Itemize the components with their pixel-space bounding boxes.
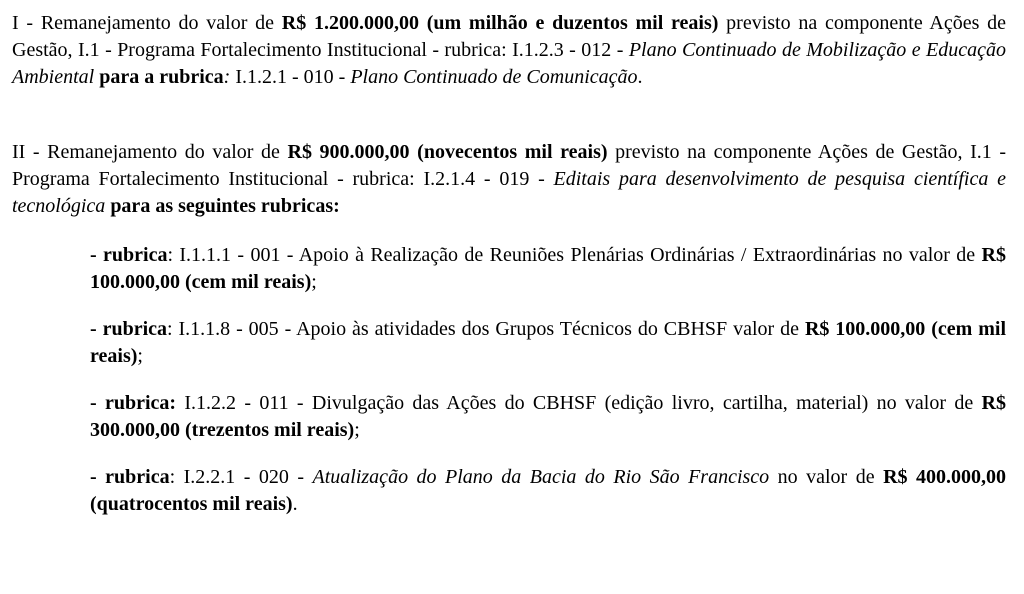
label: rubrica xyxy=(103,244,167,266)
text: : I.1.1.8 - 005 - Apoio às atividades do… xyxy=(167,318,805,340)
text: : I.2.2.1 - 020 - xyxy=(170,466,313,488)
rubrica-item-2: - rubrica: I.1.1.8 - 005 - Apoio às ativ… xyxy=(90,316,1006,370)
label: rubrica: xyxy=(105,392,176,414)
italic-text: Plano Continuado de Comunicação xyxy=(350,66,637,88)
text: . xyxy=(293,493,298,515)
dash: - xyxy=(90,392,105,414)
bold-text: para a rubrica xyxy=(99,66,223,88)
italic-text: : xyxy=(224,66,236,88)
rubrica-item-4: - rubrica: I.2.2.1 - 020 - Atualização d… xyxy=(90,464,1006,518)
label: rubrica xyxy=(105,466,169,488)
amount: R$ 1.200.000,00 (um milhão e duzentos mi… xyxy=(282,12,719,34)
dash: - xyxy=(90,318,103,340)
rubrica-item-3: - rubrica: I.1.2.2 - 011 - Divulgação da… xyxy=(90,390,1006,444)
text: ; xyxy=(311,271,317,293)
bold-text: para as seguintes rubricas: xyxy=(110,195,339,217)
text: no valor de xyxy=(769,466,883,488)
dash: - xyxy=(90,244,103,266)
text: I.1.2.2 - 011 - Divulgação das Ações do … xyxy=(176,392,981,414)
text: . xyxy=(638,66,643,88)
rubrica-list: - rubrica: I.1.1.1 - 001 - Apoio à Reali… xyxy=(12,242,1006,518)
text: ; xyxy=(354,419,360,441)
spacer xyxy=(12,113,1006,139)
amount: R$ 900.000,00 (novecentos mil reais) xyxy=(288,141,608,163)
rubrica-item-1: - rubrica: I.1.1.1 - 001 - Apoio à Reali… xyxy=(90,242,1006,296)
paragraph-ii: II - Remanejamento do valor de R$ 900.00… xyxy=(12,139,1006,220)
paragraph-i: I - Remanejamento do valor de R$ 1.200.0… xyxy=(12,10,1006,91)
text: I.1.2.1 - 010 - xyxy=(235,66,350,88)
text: ; xyxy=(137,345,143,367)
text: II - Remanejamento do valor de xyxy=(12,141,288,163)
italic-text: Atualização do Plano da Bacia do Rio São… xyxy=(313,466,770,488)
label: rubrica xyxy=(103,318,167,340)
dash: - xyxy=(90,466,105,488)
text: I - Remanejamento do valor de xyxy=(12,12,282,34)
text: : I.1.1.1 - 001 - Apoio à Realização de … xyxy=(167,244,981,266)
